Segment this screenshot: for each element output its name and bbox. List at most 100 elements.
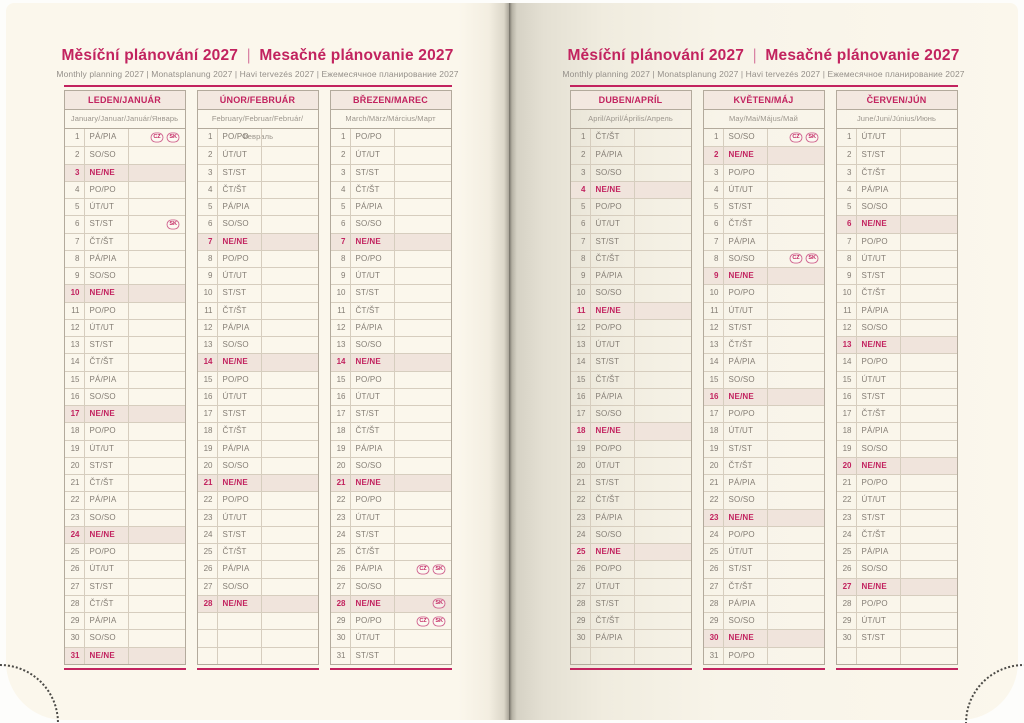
day-row: 18 PO/PO: [64, 422, 185, 440]
weekday-label: ČT/ŠT: [591, 250, 635, 267]
day-number: 17: [331, 406, 351, 423]
weekday-label: PO/PO: [724, 164, 768, 181]
day-row: 31 ST/ST: [330, 646, 451, 664]
day-number: 28: [704, 595, 724, 612]
day-number: 23: [837, 509, 857, 526]
weekday-label: PO/PO: [85, 181, 129, 198]
day-number: 17: [704, 406, 724, 423]
notes-area: [262, 372, 318, 388]
day-row: 14 NE/NE: [330, 353, 451, 371]
day-number: 26: [198, 561, 218, 578]
notes-area: [129, 648, 185, 664]
day-row: 12 ÚT/UT: [64, 318, 185, 336]
weekday-label: ST/ST: [857, 268, 901, 285]
day-row: 14 PÁ/PIA: [703, 353, 824, 371]
day-number: 23: [704, 509, 724, 526]
day-row: 11 PÁ/PIA: [836, 301, 957, 319]
day-row: 15 PO/PO: [197, 370, 318, 388]
weekday-label: ÚT/UT: [857, 250, 901, 267]
day-row: 7 ST/ST: [570, 232, 691, 250]
day-number: 25: [837, 544, 857, 561]
notes-area: [768, 596, 824, 612]
day-row: 26 ST/ST: [703, 560, 824, 578]
notes-area: [768, 389, 824, 405]
day-number: 2: [837, 147, 857, 164]
weekday-label: PÁ/PIA: [85, 250, 129, 267]
notes-area: [768, 441, 824, 457]
notes-area: [635, 423, 691, 439]
weekday-label: NE/NE: [85, 647, 129, 664]
day-row: 24 ST/ST: [330, 525, 451, 543]
title-separator: |: [752, 47, 757, 64]
notes-area: SK: [129, 216, 185, 232]
month-name: ÚNOR/FEBRUÁR: [196, 90, 319, 110]
day-number: 6: [704, 216, 724, 233]
notes-area: [635, 579, 691, 595]
weekday-label: NE/NE: [591, 302, 635, 319]
notes-area: [129, 165, 185, 181]
notes-area: [262, 216, 318, 232]
blank-row: [197, 646, 318, 664]
notes-area: [635, 251, 691, 267]
notes-area: [901, 579, 957, 595]
weekday-label: ST/ST: [857, 630, 901, 647]
day-number: 10: [837, 285, 857, 302]
day-row: 28 NE/NE: [197, 594, 318, 612]
day-row: 8 ÚT/UT: [836, 249, 957, 267]
day-row: 6 ST/ST SK: [64, 215, 185, 233]
notes-area: [129, 337, 185, 353]
day-row: 28 PO/PO: [836, 594, 957, 612]
notes-area: [768, 648, 824, 664]
day-row: 8 PÁ/PIA: [64, 249, 185, 267]
weekday-label: PO/PO: [857, 233, 901, 250]
day-number: 24: [65, 526, 85, 543]
notes-area: CZ SK: [395, 613, 451, 629]
notes-area: [635, 389, 691, 405]
day-row: 23 ST/ST: [836, 508, 957, 526]
day-row: 9 ÚT/UT: [330, 267, 451, 285]
day-row: 14 PO/PO: [836, 353, 957, 371]
day-row: 4 PO/PO: [64, 180, 185, 198]
weekday-label: ČT/ŠT: [857, 285, 901, 302]
weekday-label: ÚT/UT: [857, 371, 901, 388]
day-row: 29 SO/SO: [703, 612, 824, 630]
weekday-label: ÚT/UT: [724, 302, 768, 319]
weekday-label: ČT/ŠT: [591, 492, 635, 509]
notes-area: [395, 441, 451, 457]
notes-area: [395, 579, 451, 595]
day-number: 1: [331, 129, 351, 147]
notes-area: [768, 147, 824, 163]
day-number: 19: [837, 440, 857, 457]
day-row: 15 PÁ/PIA: [64, 370, 185, 388]
day-number: 21: [837, 475, 857, 492]
day-rows: 1 ČT/ŠT 2 PÁ/PIA 3 SO/SO 4 NE/NE 5 PO/PO 6 ÚT/UT 7 ST…: [569, 129, 692, 665]
weekday-label: NE/NE: [724, 147, 768, 164]
notes-area: [901, 423, 957, 439]
notes-area: [395, 423, 451, 439]
notes-area: [129, 630, 185, 646]
weekday-label: ČT/ŠT: [724, 457, 768, 474]
day-row: 20 SO/SO: [330, 456, 451, 474]
day-number: 13: [571, 337, 591, 354]
weekday-label: ČT/ŠT: [351, 423, 395, 440]
weekday-label: ČT/ŠT: [724, 337, 768, 354]
day-row: 3 PO/PO: [703, 163, 824, 181]
day-row: 6 ČT/ŠT: [703, 215, 824, 233]
weekday-label: PÁ/PIA: [857, 423, 901, 440]
day-row: 25 PO/PO: [64, 543, 185, 561]
day-number: 28: [571, 595, 591, 612]
notes-area: [129, 147, 185, 163]
day-number: 10: [65, 285, 85, 302]
day-row: 19 PÁ/PIA: [330, 439, 451, 457]
day-number: 9: [198, 268, 218, 285]
weekday-label: ÚT/UT: [351, 388, 395, 405]
day-row: 17 ČT/ŠT: [836, 405, 957, 423]
weekday-label: ÚT/UT: [218, 268, 262, 285]
notes-area: [768, 527, 824, 543]
notes-area: [901, 492, 957, 508]
day-number: 26: [571, 561, 591, 578]
day-row: 17 ST/ST: [330, 405, 451, 423]
notes-area: [129, 423, 185, 439]
notes-area: [768, 199, 824, 215]
day-row: 27 SO/SO: [330, 577, 451, 595]
